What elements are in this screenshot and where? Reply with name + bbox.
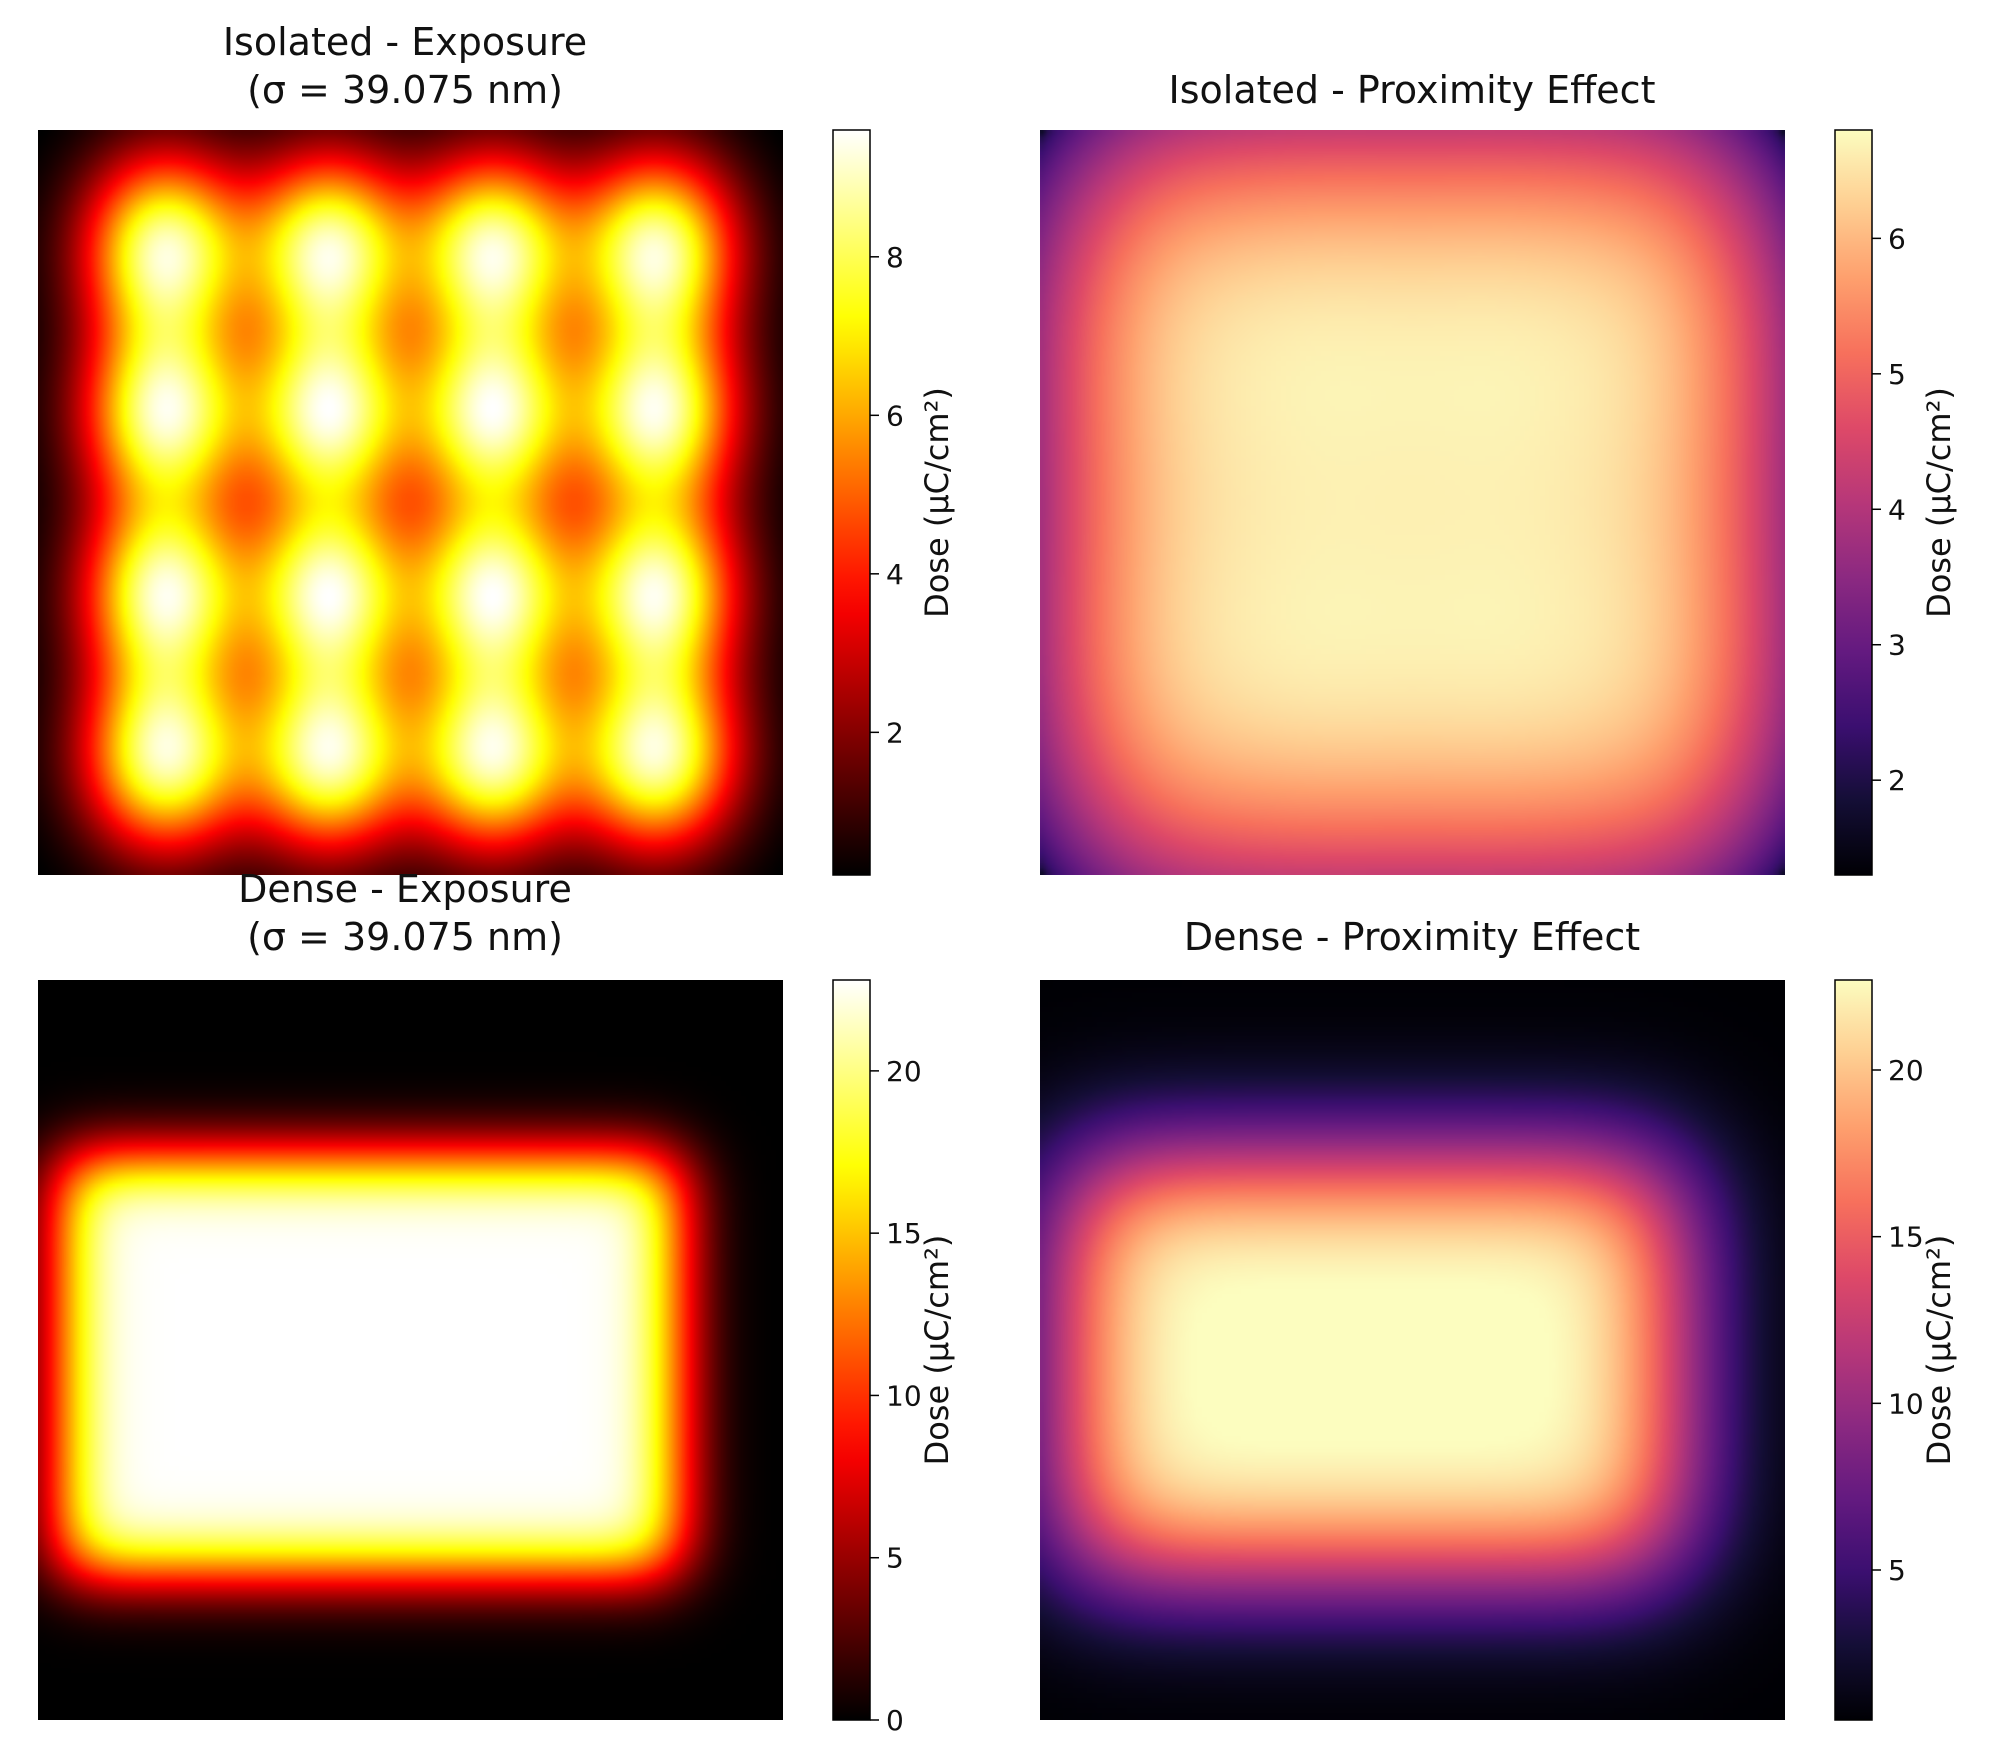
colorbar-tick-label: 5 xyxy=(1888,358,1906,391)
panel-title-line-1: Dense - Exposure xyxy=(238,867,572,911)
colorbar xyxy=(1834,129,1873,876)
panel-dense-proximity: Dense - Proximity Effect 5 10 15 20 Dose (μ… xyxy=(1040,915,1958,1721)
colorbar-label: Dose (μC/cm²) xyxy=(1920,387,1958,618)
colorbar-ticks: 2 4 6 8 xyxy=(870,241,904,749)
colorbar-tick-label: 4 xyxy=(886,558,904,591)
heatmap-image xyxy=(38,130,783,875)
colorbar xyxy=(832,129,871,876)
panel-title-line-1: Dense - Proximity Effect xyxy=(1184,915,1640,959)
panel-isolated-proximity: Isolated - Proximity Effect 2 3 4 5 6 Dose (… xyxy=(1040,68,1958,876)
colorbar-tick-label: 5 xyxy=(1888,1554,1906,1587)
panel-title-line-2: (σ = 39.075 nm) xyxy=(247,915,563,959)
panel-title-line-1: Isolated - Exposure xyxy=(223,20,587,64)
panel-isolated-exposure: Isolated - Exposure (σ = 39.075 nm) 2 4 6 8… xyxy=(38,20,956,876)
colorbar-tick-label: 6 xyxy=(886,399,904,432)
colorbar-ticks: 0 5 10 15 20 xyxy=(870,1055,922,1737)
colorbar-label: Dose (μC/cm²) xyxy=(918,387,956,618)
colorbar xyxy=(1834,979,1873,1721)
colorbar-tick-label: 4 xyxy=(1888,493,1906,526)
heatmap-image xyxy=(1040,130,1785,875)
panel-title-line-1: Isolated - Proximity Effect xyxy=(1169,68,1656,112)
colorbar-tick-label: 5 xyxy=(886,1542,904,1575)
colorbar-tick-label: 10 xyxy=(886,1379,922,1412)
colorbar-tick-label: 15 xyxy=(1888,1221,1924,1254)
colorbar-tick-label: 8 xyxy=(886,241,904,274)
panel-dense-exposure: Dense - Exposure (σ = 39.075 nm) 0 5 10 15 2… xyxy=(38,867,956,1737)
colorbar-tick-label: 2 xyxy=(886,716,904,749)
panel-title-line-2: (σ = 39.075 nm) xyxy=(247,68,563,112)
colorbar-tick-label: 6 xyxy=(1888,222,1906,255)
colorbar-tick-label: 0 xyxy=(886,1704,904,1737)
colorbar-ticks: 2 3 4 5 6 xyxy=(1872,222,1906,797)
colorbar-tick-label: 2 xyxy=(1888,764,1906,797)
colorbar-label: Dose (μC/cm²) xyxy=(918,1235,956,1466)
colorbar-tick-label: 20 xyxy=(886,1055,922,1088)
colorbar-tick-label: 15 xyxy=(886,1217,922,1250)
colorbar xyxy=(832,979,871,1721)
colorbar-tick-label: 10 xyxy=(1888,1387,1924,1420)
heatmap-image xyxy=(38,980,783,1720)
heatmap-image xyxy=(1040,980,1785,1720)
colorbar-tick-label: 20 xyxy=(1888,1054,1924,1087)
colorbar-tick-label: 3 xyxy=(1888,629,1906,662)
colorbar-ticks: 5 10 15 20 xyxy=(1872,1054,1924,1587)
colorbar-label: Dose (μC/cm²) xyxy=(1920,1235,1958,1466)
